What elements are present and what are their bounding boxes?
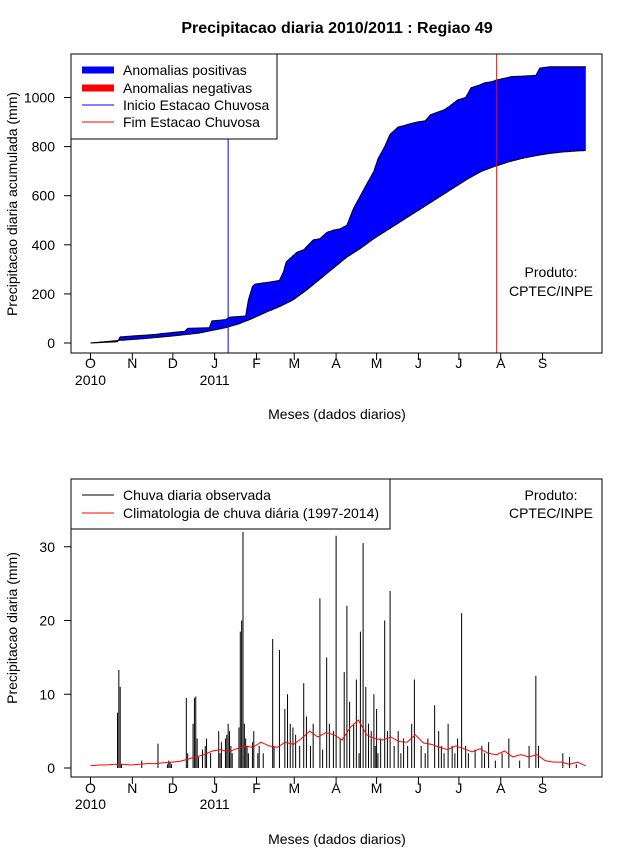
bottom-y-tick-label: 10 bbox=[39, 686, 55, 702]
bottom-x-tick-label: A bbox=[496, 780, 506, 796]
observed-rain-bars bbox=[116, 532, 577, 768]
bottom-y-tick-label: 20 bbox=[39, 613, 55, 629]
top-x-tick-label: S bbox=[538, 355, 547, 371]
climatology-accumulated-line bbox=[90, 150, 586, 344]
bottom-x-tick-label: D bbox=[168, 780, 178, 796]
climatology-line bbox=[90, 719, 587, 767]
bottom-x-tick-label: M bbox=[288, 780, 300, 796]
bottom-x-tick-label: O bbox=[85, 780, 96, 796]
bottom-y-tick-label: 30 bbox=[39, 539, 55, 555]
legend-label-negative: Anomalias negativas bbox=[123, 80, 252, 96]
bottom-product-source: CPTEC/INPE bbox=[509, 505, 593, 521]
observed-accumulated-line bbox=[90, 66, 586, 344]
top-y-tick-label: 400 bbox=[32, 237, 56, 253]
top-x-tick-label: A bbox=[496, 355, 506, 371]
top-x-tick-label: M bbox=[288, 355, 300, 371]
top-year-label: 2011 bbox=[200, 372, 230, 388]
top-x-axis-label: Meses (dados diarios) bbox=[268, 406, 406, 422]
top-y-tick-label: 600 bbox=[32, 188, 56, 204]
bottom-x-tick-label: J bbox=[211, 780, 218, 796]
bottom-year-label: 2011 bbox=[200, 796, 230, 812]
bottom-y-axis-label: Precipitacao diaria (mm) bbox=[4, 552, 20, 704]
top-legend: Anomalias positivas Anomalias negativas … bbox=[70, 53, 278, 140]
bottom-x-tick-label: N bbox=[127, 780, 137, 796]
legend-label-end: Fim Estacao Chuvosa bbox=[123, 114, 260, 130]
top-product-source: CPTEC/INPE bbox=[509, 283, 593, 299]
bottom-product-label: Produto: bbox=[525, 487, 578, 503]
bottom-x-tick-label: J bbox=[415, 780, 422, 796]
legend-label-climatology: Climatologia de chuva diária (1997-2014) bbox=[123, 505, 379, 521]
top-y-tick-label: 200 bbox=[32, 286, 56, 302]
top-x-tick-label: O bbox=[85, 355, 96, 371]
chart-title: Precipitacao diaria 2010/2011 : Regiao 4… bbox=[181, 20, 492, 37]
top-y-tick-label: 0 bbox=[47, 335, 55, 351]
top-x-tick-label: A bbox=[331, 355, 341, 371]
top-y-axis-label: Precipitacao diaria acumulada (mm) bbox=[4, 92, 20, 316]
top-plot-frame bbox=[70, 53, 603, 354]
bottom-x-tick-label: J bbox=[455, 780, 462, 796]
bottom-axes: 0 10 20 30 O N D J F M A M J J A S 2010 2011 bbox=[39, 539, 547, 812]
top-x-tick-label: N bbox=[127, 355, 137, 371]
bottom-x-tick-label: F bbox=[252, 780, 261, 796]
bottom-panel: 0 10 20 30 O N D J F M A M J J A S 2010 2011 Precipitacao… bbox=[4, 478, 603, 847]
top-product-label: Produto: bbox=[525, 264, 578, 280]
legend-label-positive: Anomalias positivas bbox=[123, 62, 247, 78]
bottom-x-tick-label: S bbox=[538, 780, 547, 796]
top-panel: 0 200 400 600 800 1000 O N D J F M A M J J A S 2010 2011 Pr… bbox=[4, 53, 603, 422]
top-y-tick-label: 1000 bbox=[24, 90, 55, 106]
top-x-tick-label: D bbox=[168, 355, 178, 371]
bottom-legend-box bbox=[70, 478, 391, 530]
top-x-tick-label: J bbox=[211, 355, 218, 371]
positive-anomaly-area bbox=[90, 66, 586, 344]
bottom-x-tick-label: A bbox=[331, 780, 341, 796]
anomaly-fill bbox=[90, 66, 586, 344]
top-x-tick-label: J bbox=[415, 355, 422, 371]
top-x-tick-label: J bbox=[455, 355, 462, 371]
top-axes: 0 200 400 600 800 1000 O N D J F M A M J J A S 2010 2011 bbox=[24, 90, 547, 389]
top-year-label: 2010 bbox=[75, 372, 106, 388]
legend-label-observed: Chuva diaria observada bbox=[123, 487, 271, 503]
bottom-y-tick-label: 0 bbox=[47, 760, 55, 776]
legend-label-start: Inicio Estacao Chuvosa bbox=[123, 97, 270, 113]
bottom-x-tick-label: M bbox=[371, 780, 383, 796]
top-x-tick-label: M bbox=[371, 355, 383, 371]
bottom-year-label: 2010 bbox=[75, 796, 106, 812]
top-y-tick-label: 800 bbox=[32, 139, 56, 155]
bottom-legend: Chuva diaria observada Climatologia de c… bbox=[70, 478, 391, 530]
bottom-x-axis-label: Meses (dados diarios) bbox=[268, 831, 406, 847]
top-x-tick-label: F bbox=[252, 355, 261, 371]
